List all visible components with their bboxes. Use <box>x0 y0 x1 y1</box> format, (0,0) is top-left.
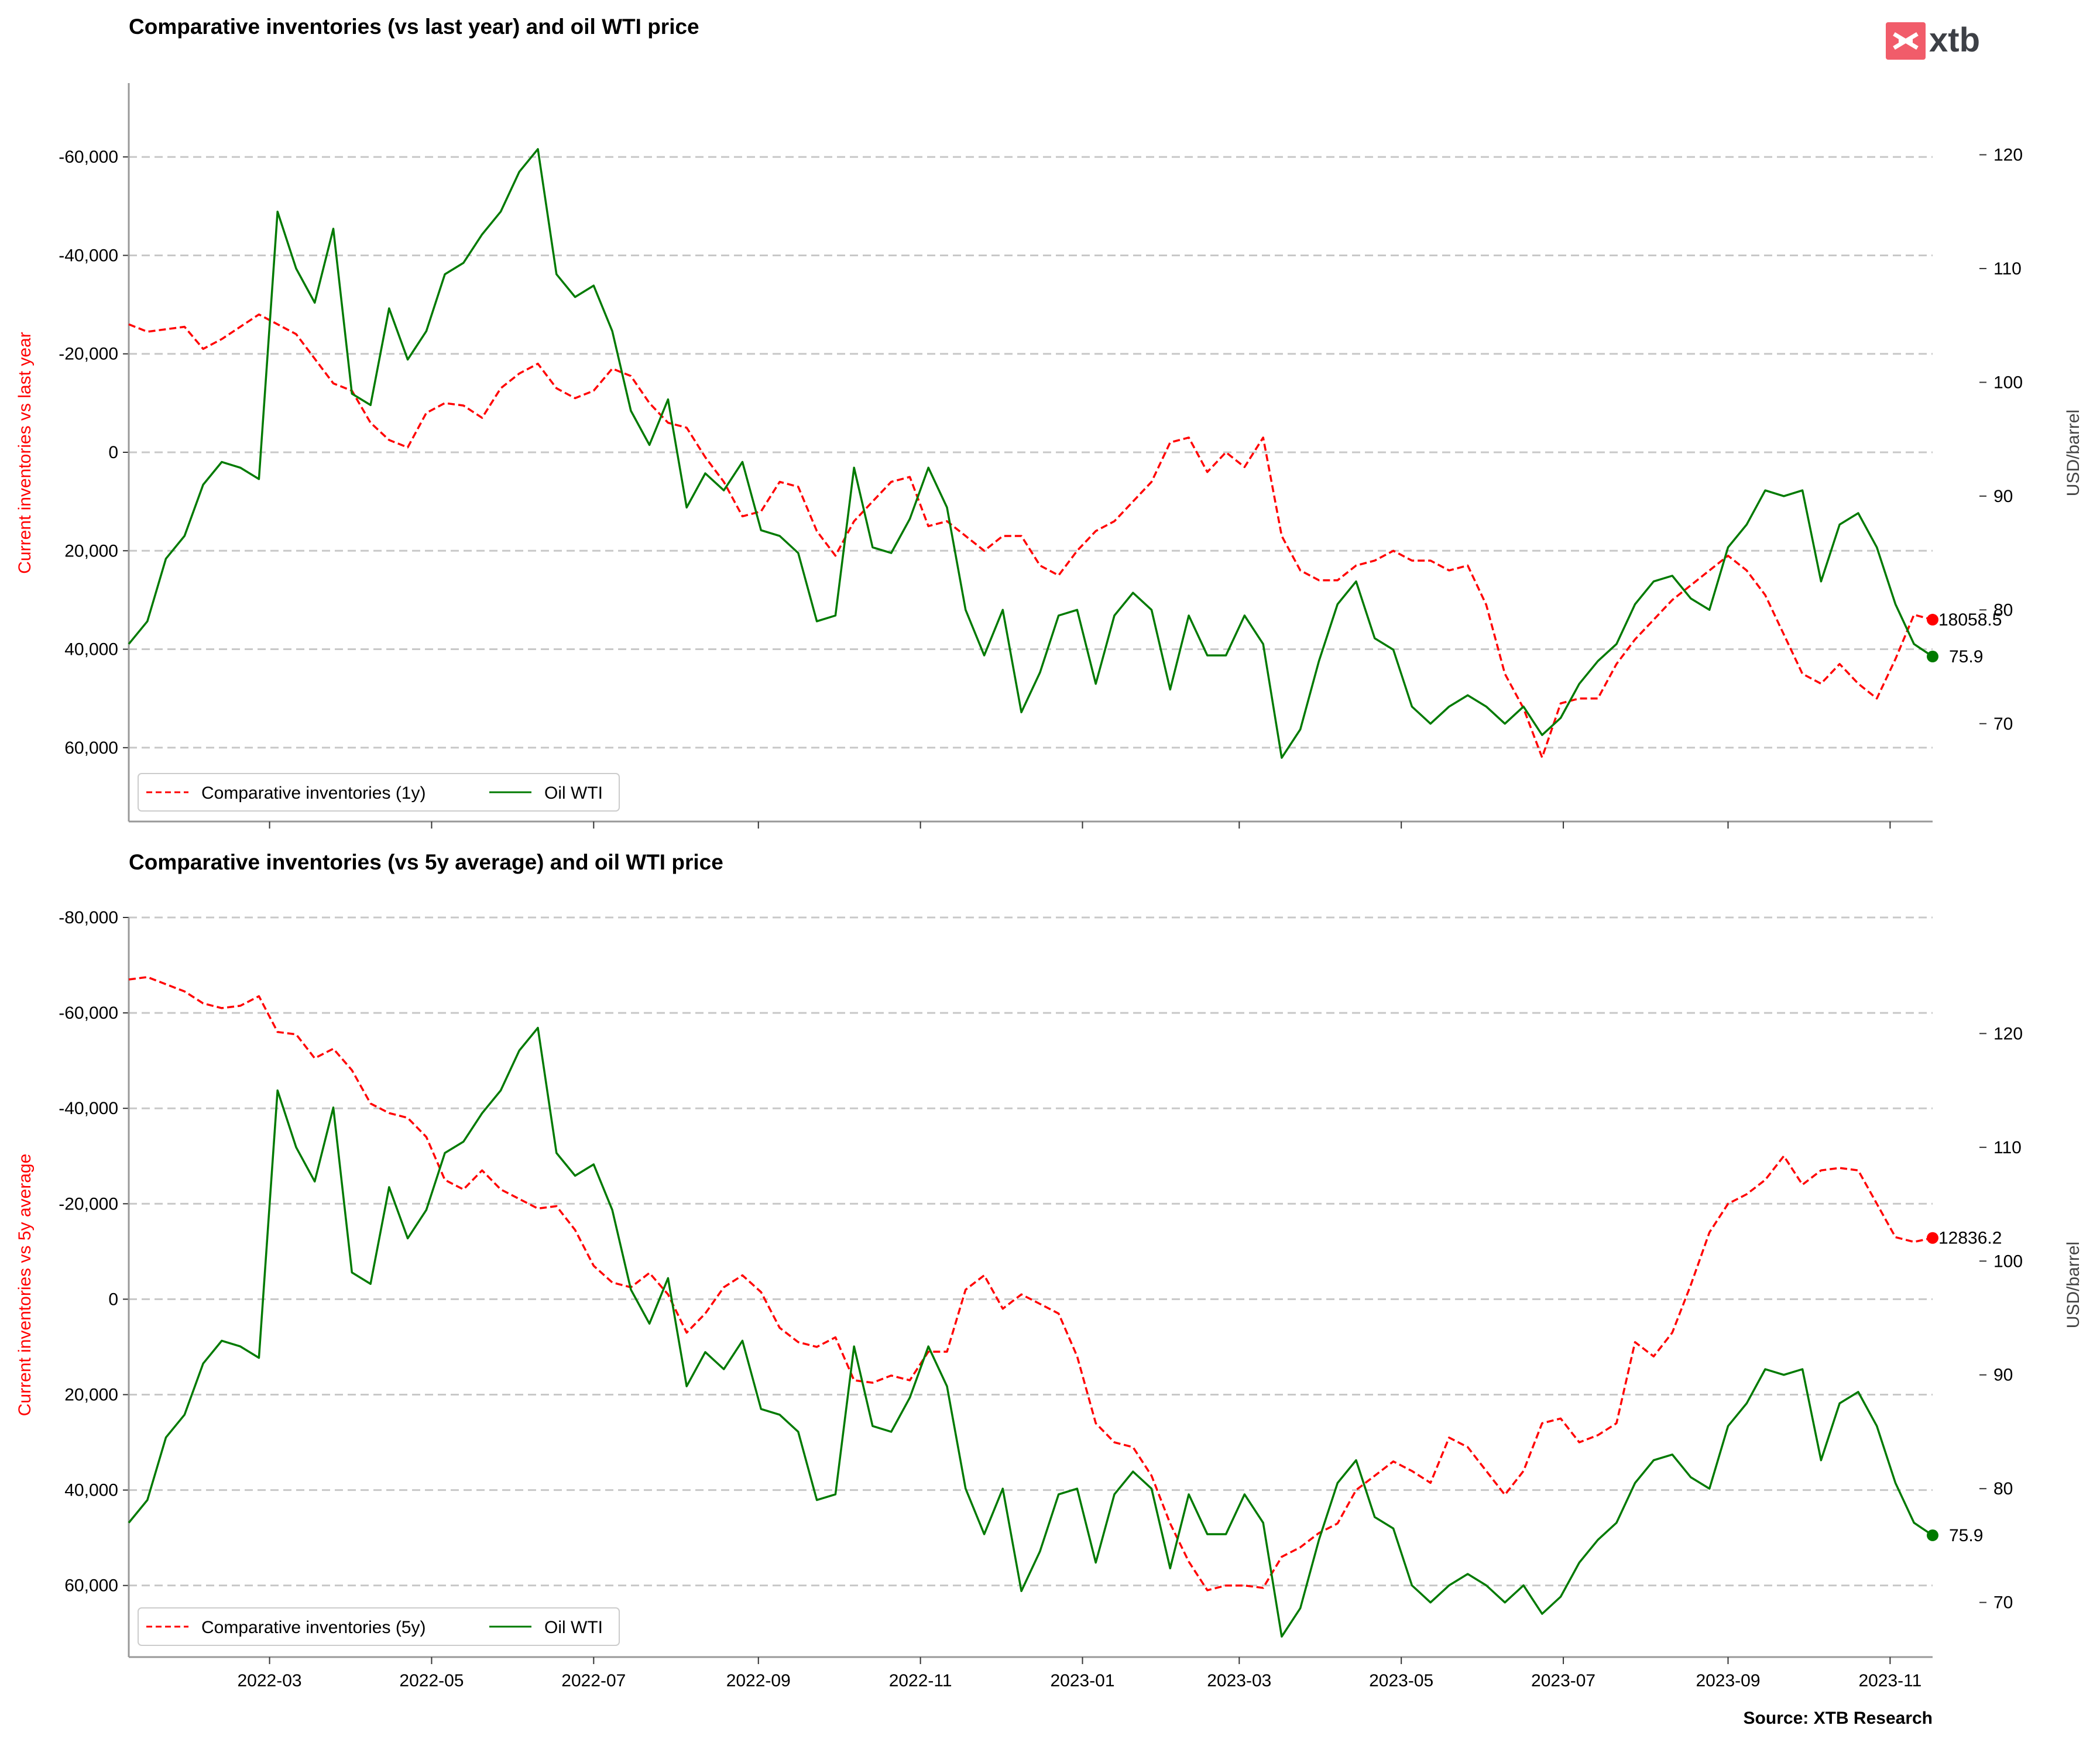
right-tick-label: 110 <box>1993 259 2022 279</box>
inventories-end-label: 18058.5 <box>1938 610 2002 630</box>
right-tick-label: 80 <box>1993 1479 2013 1498</box>
bottom-right-axis-label: USD/barrel <box>2064 1242 2083 1328</box>
x-tick-label: 2022-05 <box>399 1671 464 1690</box>
top-left-axis-label: Current inventories vs last year <box>15 332 35 574</box>
right-tick-label: 70 <box>1993 714 2013 734</box>
left-tick-label: -40,000 <box>59 246 118 265</box>
x-tick-label: 2023-07 <box>1531 1671 1595 1690</box>
bottom-chart-legend: Comparative inventories (5y) Oil WTI <box>138 1607 620 1646</box>
inventories-end-marker <box>1927 614 1938 626</box>
inventories-end-label: 12836.2 <box>1938 1229 2002 1248</box>
top-right-axis-label: USD/barrel <box>2064 410 2083 496</box>
left-tick-label: -80,000 <box>59 908 118 927</box>
wti-end-label: 75.9 <box>1949 647 1983 666</box>
left-tick-label: 40,000 <box>64 1481 118 1500</box>
legend-inventories-label: Comparative inventories (5y) <box>201 1618 426 1637</box>
top-chart-plot: -60,000 -40,000 -20,000 0 20,000 40,000 60,000… <box>59 83 2023 829</box>
x-tick-label: 2023-09 <box>1696 1671 1760 1690</box>
left-tick-label: -60,000 <box>59 1003 118 1023</box>
right-tick-label: 80 <box>1993 600 2013 620</box>
left-tick-label: 0 <box>108 443 118 462</box>
x-tick-label: 2022-09 <box>726 1671 791 1690</box>
right-tick-label: 110 <box>1993 1138 2022 1157</box>
wti-end-marker <box>1927 651 1938 663</box>
left-tick-label: -20,000 <box>59 1194 118 1214</box>
left-tick-label: -60,000 <box>59 147 118 167</box>
xtb-logo: xtb <box>1886 21 1980 60</box>
inventories-end-marker <box>1927 1232 1938 1244</box>
legend-wti-label: Oil WTI <box>544 1618 603 1637</box>
right-tick-label: 100 <box>1993 373 2023 392</box>
bottom-chart-title: Comparative inventories (vs 5y average) … <box>129 850 723 874</box>
bottom-chart-plot: -80,000 -60,000 -40,000 -20,000 0 20,000 40,00… <box>59 908 2023 1690</box>
right-tick-label: 120 <box>1993 146 2023 165</box>
x-tick-label: 2022-11 <box>889 1671 952 1690</box>
wti-price-line <box>128 1026 1933 1638</box>
right-tick-label: 100 <box>1993 1252 2023 1271</box>
wti-end-label: 75.9 <box>1949 1526 1983 1545</box>
inventories-line <box>128 313 1933 759</box>
xtb-logo-text: xtb <box>1929 21 1980 59</box>
x-tick-label: 2022-07 <box>561 1671 626 1690</box>
bottom-left-axis-label: Current inventories vs 5y average <box>15 1154 35 1417</box>
inventories-line <box>128 976 1933 1592</box>
right-tick-label: 90 <box>1993 1366 2013 1385</box>
wti-end-marker <box>1927 1529 1938 1541</box>
left-tick-label: 40,000 <box>64 640 118 659</box>
left-tick-label: -40,000 <box>59 1099 118 1118</box>
x-tick-label: 2023-05 <box>1369 1671 1433 1690</box>
left-tick-label: 0 <box>108 1290 118 1309</box>
top-chart-title: Comparative inventories (vs last year) a… <box>129 15 699 39</box>
left-tick-label: 60,000 <box>64 738 118 758</box>
x-tick-label: 2023-03 <box>1207 1671 1271 1690</box>
wti-price-line <box>128 148 1933 759</box>
legend-wti-label: Oil WTI <box>544 783 603 803</box>
top-chart-legend: Comparative inventories (1y) Oil WTI <box>138 773 620 812</box>
right-tick-label: 90 <box>1993 487 2013 506</box>
source-note: Source: XTB Research <box>1744 1709 1933 1728</box>
x-tick-label: 2023-01 <box>1050 1671 1114 1690</box>
x-tick-label: 2022-03 <box>238 1671 302 1690</box>
xtb-logo-cross-icon <box>1893 32 1919 50</box>
legend-inventories-label: Comparative inventories (1y) <box>201 783 426 803</box>
x-tick-label: 2023-11 <box>1858 1671 1921 1690</box>
right-tick-label: 120 <box>1993 1024 2023 1043</box>
left-tick-label: 60,000 <box>64 1576 118 1596</box>
left-tick-label: 20,000 <box>64 541 118 561</box>
right-tick-label: 70 <box>1993 1593 2013 1613</box>
left-tick-label: 20,000 <box>64 1385 118 1404</box>
left-tick-label: -20,000 <box>59 345 118 364</box>
